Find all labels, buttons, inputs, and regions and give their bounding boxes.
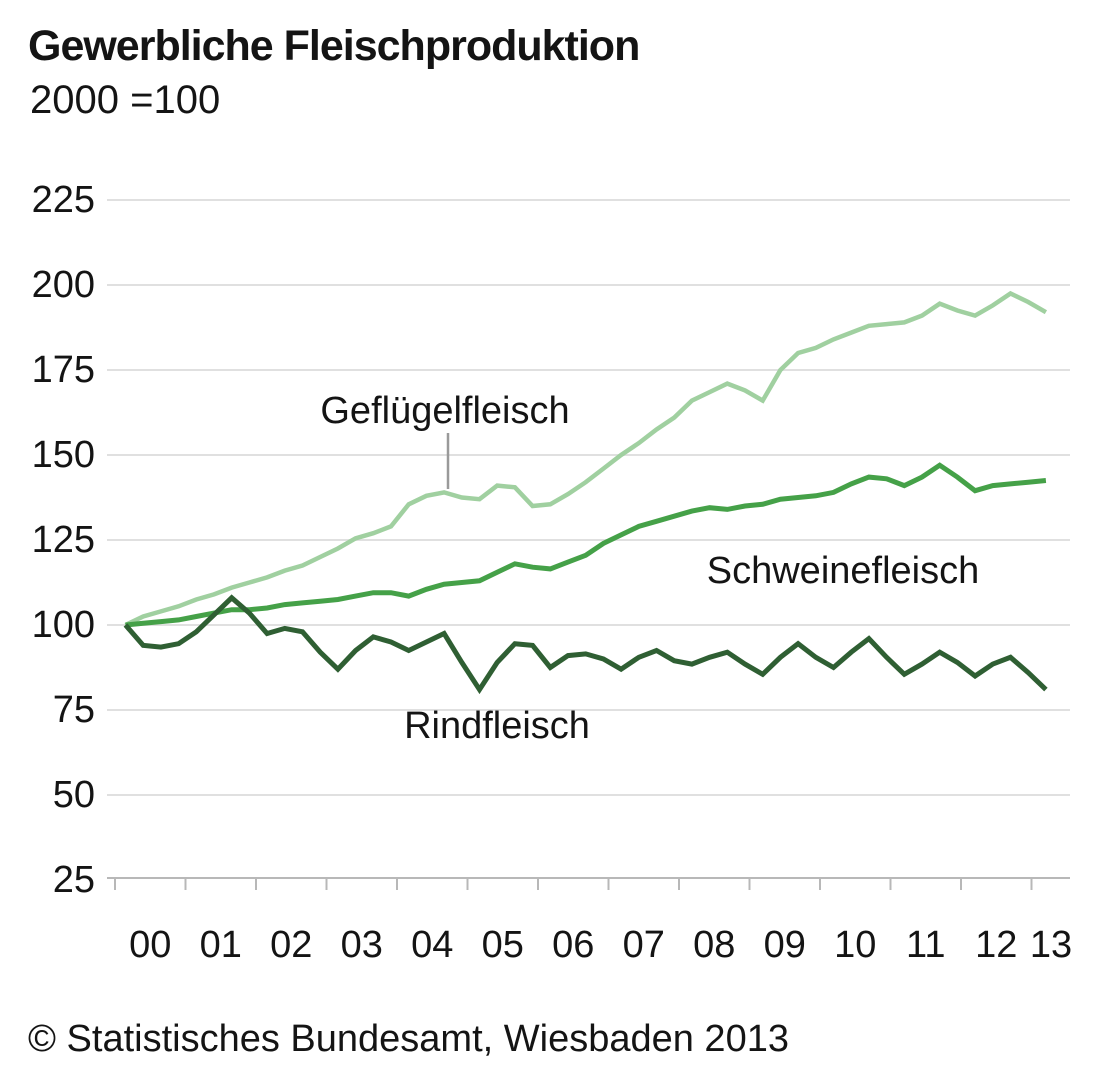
x-axis-label-03: 03	[340, 924, 383, 966]
y-axis-label-25: 25	[52, 859, 95, 901]
x-axis-label-12: 12	[975, 924, 1018, 966]
y-axis-label-225: 225	[31, 179, 95, 221]
x-axis-label-06: 06	[552, 924, 595, 966]
series-line-gefluegelfleisch	[124, 290, 1048, 628]
x-axis-label-08: 08	[693, 924, 736, 966]
x-axis-label-00: 00	[129, 924, 172, 966]
chart-title: Gewerbliche Fleischproduktion	[28, 22, 640, 70]
series-label-gefluegelfleisch: Geflügelfleisch	[320, 390, 570, 432]
x-axis-label-10: 10	[834, 924, 877, 966]
series-label-rindfleisch: Rindfleisch	[404, 705, 590, 747]
y-axis-label-175: 175	[31, 349, 95, 391]
y-axis-label-100: 100	[31, 604, 95, 646]
copyright-footer: © Statistisches Bundesamt, Wiesbaden 201…	[28, 1018, 789, 1060]
y-axis-label-50: 50	[52, 774, 95, 816]
x-axis-label-02: 02	[270, 924, 313, 966]
x-axis-label-05: 05	[481, 924, 524, 966]
series-line-rindfleisch	[123, 594, 1048, 695]
x-axis-label-01: 01	[199, 924, 242, 966]
y-axis-label-75: 75	[52, 689, 95, 731]
x-axis-label-04: 04	[411, 924, 454, 966]
x-axis-label-07: 07	[622, 924, 665, 966]
x-axis-label-09: 09	[763, 924, 806, 966]
y-axis-label-125: 125	[31, 519, 95, 561]
series-label-schweinefleisch: Schweinefleisch	[706, 550, 980, 592]
y-axis-label-200: 200	[31, 264, 95, 306]
y-axis-label-150: 150	[31, 434, 95, 476]
x-axis-label-13: 13	[1029, 924, 1073, 966]
chart-subtitle: 2000 =100	[30, 78, 221, 122]
x-axis-label-11: 11	[906, 924, 946, 966]
series-line-schweinefleisch	[125, 462, 1047, 628]
